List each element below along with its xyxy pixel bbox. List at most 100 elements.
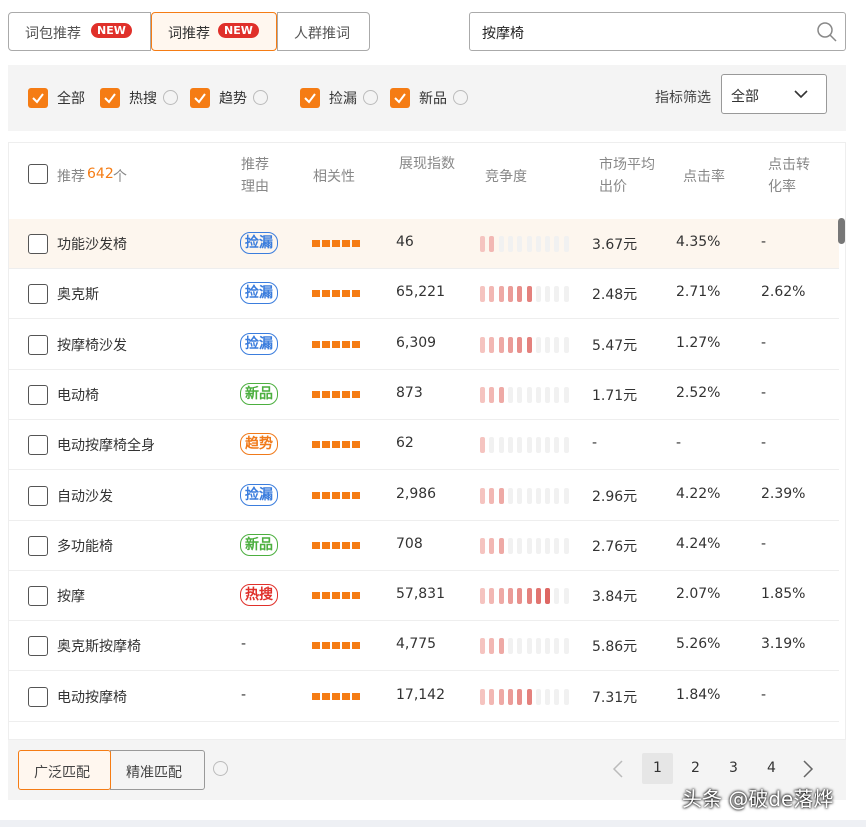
competition-bar [498,688,504,705]
checkbox[interactable] [28,384,48,405]
competition-bar [507,386,513,403]
tab[interactable]: 词包推荐 NEW [8,12,151,51]
cvr: - [761,334,767,351]
checkbox[interactable] [100,88,120,108]
checkbox[interactable] [28,636,48,657]
page-number[interactable]: 2 [691,760,700,776]
competition-bar [545,286,551,303]
competition-bar [563,638,569,655]
ctr: 1.27% [676,334,721,351]
competition-bar [480,437,485,454]
competition-bar [535,688,541,705]
competition-bar [489,236,495,252]
competition-bar [554,588,560,605]
cvr: - [761,435,767,452]
bid: 3.67元 [592,237,638,253]
competition-bar [507,537,513,554]
cvr: - [761,234,767,250]
relevance-square [332,692,340,700]
match-button[interactable]: 精准匹配 [110,750,205,790]
relevance-square [332,390,340,398]
checkbox[interactable] [28,334,48,355]
relevance-square [332,491,340,499]
competition-bar [489,386,495,403]
help-icon [213,761,228,776]
checkbox[interactable] [28,435,48,456]
impressions: 17,142 [396,686,445,703]
ctr: 1.84% [676,686,721,703]
tab[interactable]: 人群推词 [277,12,370,51]
checkbox[interactable] [28,88,48,108]
tab-label: 词包推荐 [25,26,81,42]
checkbox[interactable] [28,535,48,556]
page-number[interactable]: 3 [729,760,738,776]
competition-bar [545,336,551,353]
relevance-square [352,692,360,700]
checkbox[interactable] [28,686,48,707]
caret [794,87,808,99]
competition-bar [507,236,513,252]
relevance-square [342,692,350,700]
competition-bar [489,336,495,353]
bid: - [592,435,598,452]
relevance-square [312,692,320,700]
checkbox[interactable] [300,88,320,108]
relevance-square [322,642,330,650]
relevance-square [312,592,320,600]
competition-bar [507,688,513,705]
page-number[interactable]: 1 [642,753,673,784]
cvr: 2.62% [761,284,806,301]
relevance-square [352,541,360,549]
table-row: 电动椅 新品 873 1.71元 2.52% - [9,370,839,420]
search-box[interactable]: 按摩椅 [469,12,846,51]
checkbox[interactable] [190,88,210,108]
relevance-square [322,340,330,348]
reason-tag: 捡漏 [240,332,278,355]
search-icon [816,21,838,43]
filter-title: 指标筛选 [655,90,711,106]
table-row: 按摩椅沙发 捡漏 6,309 5.47元 1.27% - [9,320,839,370]
cvr: 3.19% [761,636,806,653]
competition-bar [507,286,513,303]
checkbox[interactable] [28,586,48,607]
competition-bar [545,236,551,252]
relevance-square [332,541,340,549]
cvr: - [761,384,767,401]
competition-bar [535,588,541,605]
competition-bar [563,537,569,554]
ctr: - [676,435,682,452]
keyword: 电动按摩椅 [57,689,127,706]
checkbox[interactable] [390,88,410,108]
cvr: 1.85% [761,586,806,603]
page-number[interactable]: 4 [767,760,776,776]
competition-bar [517,688,523,705]
competition-bar [517,286,523,303]
competition-bar [554,336,560,353]
relevance-square [342,441,350,449]
competition-bar [563,336,569,353]
competition-bar [563,236,569,252]
competition-bar [517,236,523,252]
next-page[interactable] [802,759,814,783]
checkbox[interactable] [28,485,48,506]
keyword: 奥克斯 [57,287,99,304]
competition-bar [517,437,523,454]
filter-select[interactable]: 全部 [721,74,827,114]
competition-bar [535,286,541,303]
prev-page[interactable] [612,759,624,784]
checkbox[interactable] [28,284,48,305]
competition-bar [507,437,513,454]
tab[interactable]: 词推荐 NEW [151,12,277,51]
impressions: 2,986 [396,485,437,502]
checkbox[interactable] [28,234,48,254]
match-button[interactable]: 广泛匹配 [18,750,111,790]
cvr: - [761,535,767,552]
column-header: 市场平均出价 [599,157,655,195]
competition-bar [535,437,541,454]
ctr: 2.52% [676,384,721,401]
checkbox[interactable] [28,164,48,184]
competition-bar [480,638,485,655]
competition-bar [480,236,485,252]
column-header: 点击转化率 [768,157,810,195]
relevance-square [342,592,350,600]
